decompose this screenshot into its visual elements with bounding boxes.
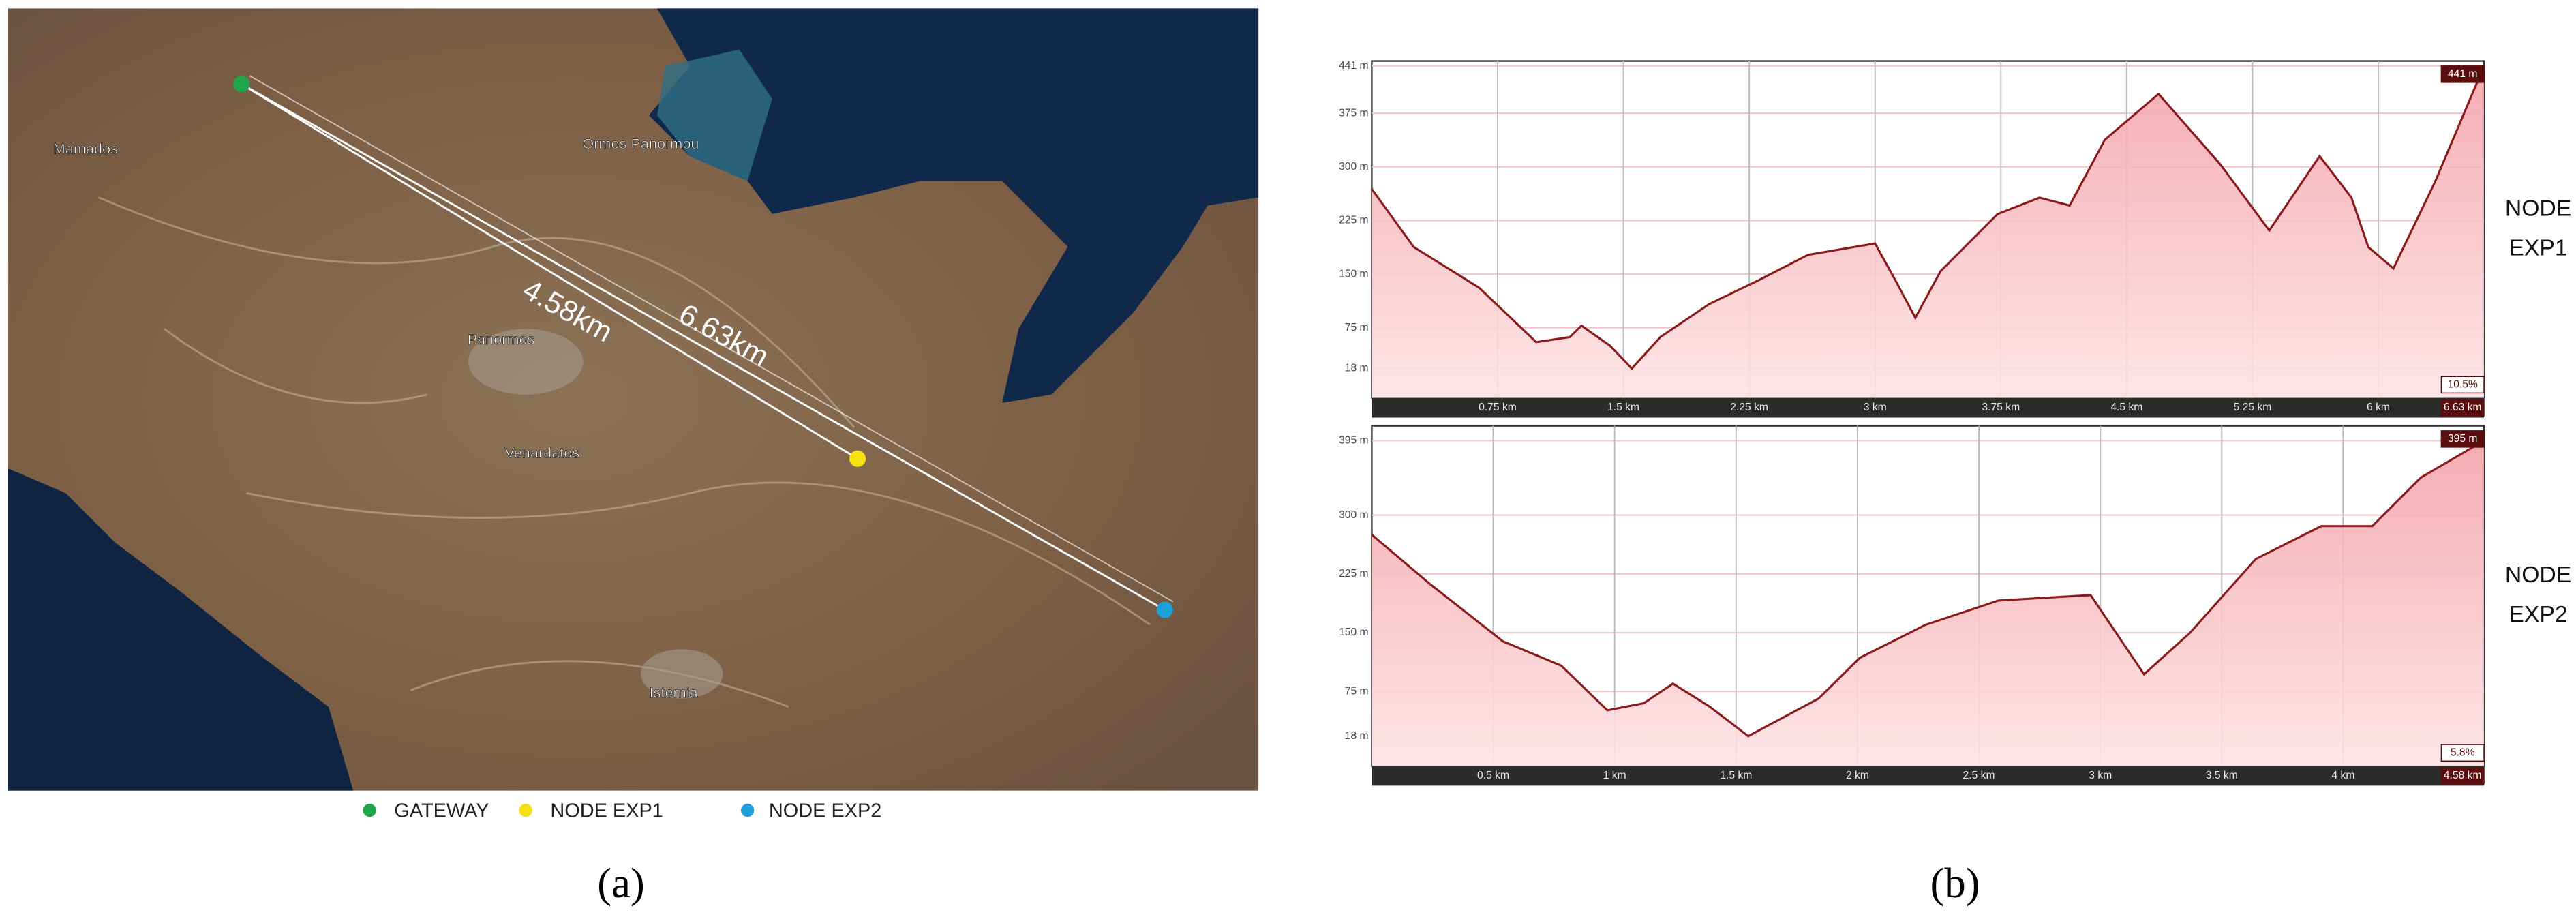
place-label: Venardatos	[504, 444, 579, 461]
panel-label: (a)	[597, 859, 645, 907]
x-tick-label: 3 km	[2089, 770, 2112, 781]
road	[98, 196, 1151, 708]
series-label: NODE	[2505, 196, 2571, 222]
y-tick-label: 18 m	[1345, 730, 1369, 742]
link-line	[249, 75, 1174, 603]
series-label: EXP2	[2509, 601, 2567, 627]
x-tick-label: 2.5 km	[1963, 770, 1995, 781]
y-tick-label: 300 m	[1339, 161, 1369, 172]
legend-label: GATEWAY	[394, 800, 489, 822]
badge	[2440, 65, 2485, 83]
y-tick-label: 395 m	[1339, 435, 1369, 447]
x-tick-label: 3.75 km	[1982, 402, 2020, 413]
place-label: Isternia	[650, 684, 699, 701]
x-tick-label: 4.5 km	[2110, 402, 2142, 413]
badge-label: 6.63 km	[2444, 402, 2482, 413]
y-tick-label: 150 m	[1339, 268, 1369, 280]
badge-label: 5.8%	[2451, 747, 2475, 758]
x-tick-label: 1.5 km	[1720, 770, 1752, 781]
y-tick-label: 441 m	[1339, 60, 1369, 72]
badge	[2440, 376, 2485, 394]
badge-label: 395 m	[2448, 433, 2478, 445]
y-tick-label: 75 m	[1345, 685, 1369, 697]
y-tick-label: 225 m	[1339, 568, 1369, 579]
y-tick-label: 150 m	[1339, 627, 1369, 638]
profile-line	[1371, 440, 2485, 738]
y-tick-label: 375 m	[1339, 107, 1369, 119]
x-tick-label: 0.5 km	[1477, 770, 1509, 781]
place-label: Ormos Panormou	[582, 135, 699, 152]
x-tick-label: 2 km	[1846, 770, 1869, 781]
legend-label: NODE EXP2	[769, 800, 881, 822]
gateway-marker	[233, 76, 250, 93]
x-tick-label: 2.25 km	[1730, 402, 1768, 413]
bay	[657, 49, 772, 181]
badge	[2440, 744, 2485, 762]
series-label: NODE	[2505, 562, 2571, 588]
map	[8, 8, 1259, 817]
village	[640, 649, 723, 699]
legend-marker	[519, 803, 532, 817]
legend-marker	[740, 803, 755, 817]
badge-label: 10.5%	[2448, 378, 2478, 390]
place-label: Mamados	[53, 140, 118, 157]
x-tick-label: 6 km	[2367, 402, 2390, 413]
node-marker	[849, 450, 866, 467]
badge-label: 441 m	[2448, 68, 2478, 80]
sea	[8, 468, 354, 791]
y-tick-label: 18 m	[1345, 363, 1369, 374]
village	[468, 329, 584, 395]
badge	[2440, 430, 2485, 448]
legend-marker	[363, 803, 376, 817]
sea	[648, 8, 1259, 403]
panel-label: (b)	[1930, 859, 1980, 907]
x-tick-label: 3.5 km	[2206, 770, 2238, 781]
x-tick-label: 5.25 km	[2234, 402, 2272, 413]
y-tick-label: 225 m	[1339, 215, 1369, 226]
badge	[2440, 399, 2485, 417]
x-tick-label: 1.5 km	[1607, 402, 1639, 413]
badge	[2440, 767, 2485, 785]
area-fill	[1372, 440, 2485, 766]
x-tick-label: 4 km	[2331, 770, 2354, 781]
link-line	[241, 83, 1166, 611]
x-tick-label: 3 km	[1864, 402, 1887, 413]
x-axis-strip	[1372, 397, 2485, 418]
x-axis-strip	[1372, 766, 2485, 786]
place-label: Panormos	[468, 331, 535, 348]
profile-line	[1371, 65, 2485, 370]
link-line	[241, 83, 858, 460]
y-tick-label: 300 m	[1339, 509, 1369, 521]
legend-label: NODE EXP1	[550, 800, 663, 822]
node-marker	[1156, 601, 1173, 618]
badge-label: 4.58 km	[2444, 770, 2482, 781]
series-label: EXP1	[2509, 235, 2567, 260]
x-tick-label: 0.75 km	[1479, 402, 1517, 413]
y-tick-label: 75 m	[1345, 322, 1369, 333]
x-tick-label: 1 km	[1603, 770, 1626, 781]
